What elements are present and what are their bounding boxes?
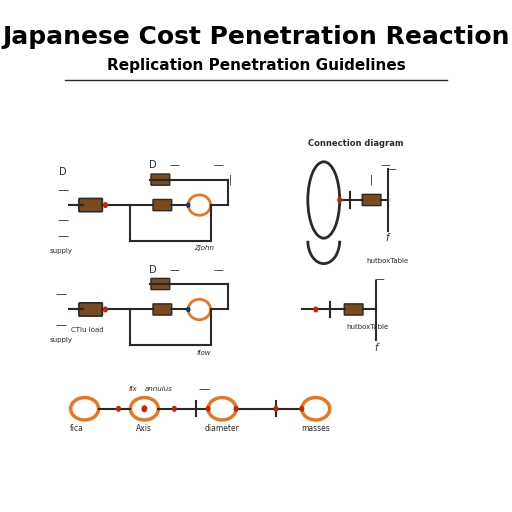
Text: hutboxTable: hutboxTable bbox=[367, 258, 409, 264]
Text: diameter: diameter bbox=[205, 423, 240, 433]
Text: Connection diagram: Connection diagram bbox=[308, 139, 403, 148]
Text: —: — bbox=[57, 185, 68, 195]
FancyBboxPatch shape bbox=[153, 200, 172, 210]
Text: masses: masses bbox=[302, 423, 330, 433]
Circle shape bbox=[300, 407, 304, 411]
Text: —: — bbox=[57, 230, 68, 241]
Circle shape bbox=[206, 407, 210, 411]
Text: —: — bbox=[169, 265, 179, 275]
FancyBboxPatch shape bbox=[79, 199, 102, 211]
Circle shape bbox=[314, 307, 317, 312]
FancyBboxPatch shape bbox=[362, 195, 381, 206]
Circle shape bbox=[173, 407, 176, 411]
Text: supply: supply bbox=[49, 248, 72, 254]
FancyBboxPatch shape bbox=[151, 174, 169, 185]
Text: —: — bbox=[214, 160, 223, 170]
Text: f: f bbox=[386, 233, 389, 243]
Text: hutboxTable: hutboxTable bbox=[347, 324, 389, 330]
Text: supply: supply bbox=[49, 337, 72, 343]
Circle shape bbox=[187, 307, 190, 311]
Text: —: — bbox=[55, 289, 66, 299]
FancyBboxPatch shape bbox=[79, 303, 102, 316]
Text: —: — bbox=[375, 274, 385, 284]
Text: —: — bbox=[57, 216, 68, 225]
Text: flow: flow bbox=[197, 350, 211, 356]
Text: D: D bbox=[59, 167, 67, 177]
Circle shape bbox=[117, 407, 120, 411]
FancyBboxPatch shape bbox=[153, 304, 172, 315]
Text: annulus: annulus bbox=[144, 387, 173, 392]
Circle shape bbox=[103, 307, 107, 312]
Circle shape bbox=[234, 407, 238, 411]
Text: |: | bbox=[370, 175, 373, 185]
Text: —: — bbox=[199, 385, 210, 394]
Circle shape bbox=[274, 407, 278, 411]
Text: |: | bbox=[228, 175, 232, 185]
Text: D: D bbox=[148, 265, 156, 275]
Text: —: — bbox=[169, 160, 179, 170]
Text: —: — bbox=[380, 160, 390, 170]
Text: —: — bbox=[55, 320, 66, 330]
Text: Zjohn: Zjohn bbox=[194, 245, 214, 251]
Text: Axis: Axis bbox=[136, 423, 153, 433]
FancyBboxPatch shape bbox=[151, 279, 169, 290]
Circle shape bbox=[187, 203, 190, 207]
FancyBboxPatch shape bbox=[344, 304, 363, 315]
Circle shape bbox=[103, 203, 107, 207]
Text: D: D bbox=[148, 160, 156, 170]
Text: f: f bbox=[374, 343, 377, 353]
Text: fica: fica bbox=[70, 423, 83, 433]
Circle shape bbox=[338, 198, 342, 202]
Text: fix: fix bbox=[128, 387, 137, 392]
Text: Replication Penetration Guidelines: Replication Penetration Guidelines bbox=[106, 57, 406, 73]
Text: —: — bbox=[387, 164, 396, 175]
Text: —: — bbox=[214, 265, 223, 275]
Circle shape bbox=[142, 406, 146, 412]
Text: Japanese Cost Penetration Reaction: Japanese Cost Penetration Reaction bbox=[2, 25, 510, 49]
Text: CTlu load: CTlu load bbox=[71, 327, 103, 333]
